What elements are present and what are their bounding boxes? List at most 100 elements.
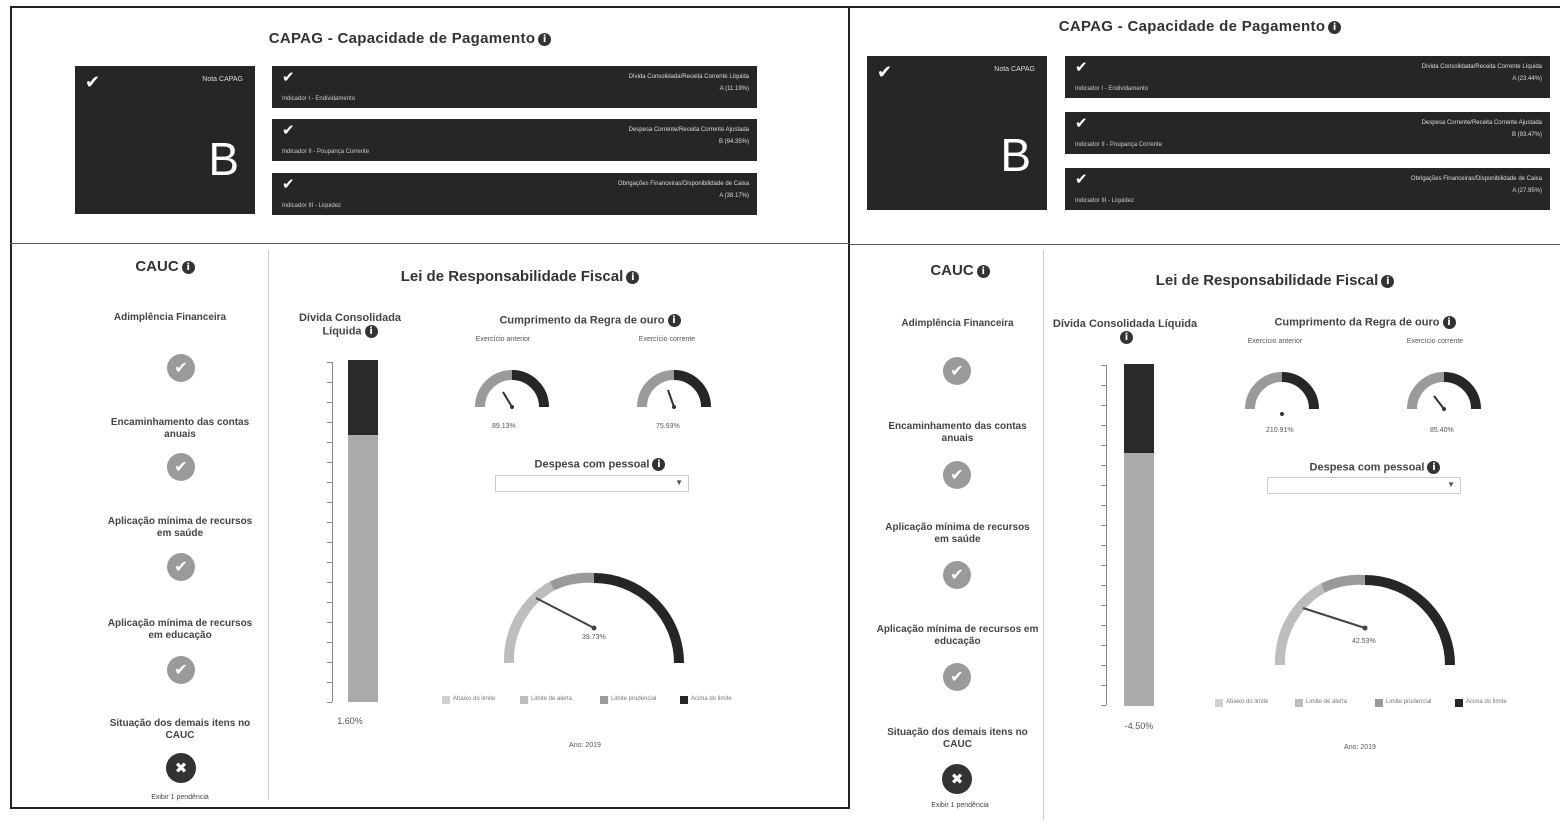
frame-left xyxy=(10,6,12,809)
check-icon: ✔ xyxy=(282,68,295,86)
y-axis-tick xyxy=(327,622,332,623)
check-circle-icon: ✔ xyxy=(943,461,971,489)
indicator-card[interactable]: ✔ Indicador III - Liquidez Obrigações Fi… xyxy=(272,173,757,215)
regra-ouro-title: Cumprimento da Regra de ouro i xyxy=(1245,316,1485,329)
y-axis-tick xyxy=(327,642,332,643)
cauc-item-label: Encaminhamento das contas anuais xyxy=(110,417,250,440)
exercicio-corrente-label: Exercício corrente xyxy=(1406,338,1464,345)
y-axis-tick xyxy=(327,502,332,503)
check-circle-icon: ✔ xyxy=(167,354,195,382)
exercicio-anterior-label: Exercício anterior xyxy=(475,336,531,343)
indicator-desc: Obrigações Financeiras/Disponibilidade d… xyxy=(617,181,749,187)
legend-acima: Acima do limite xyxy=(680,696,732,704)
check-circle-icon: ✔ xyxy=(167,553,195,581)
y-axis xyxy=(332,362,333,702)
check-icon: ✔ xyxy=(85,72,101,93)
legend-alerta: Limite de alerta xyxy=(1295,699,1347,707)
ano-label: Ano: 2019 xyxy=(569,742,601,749)
divida-bar-top xyxy=(348,360,378,435)
y-axis-tick xyxy=(327,522,332,523)
check-icon: ✔ xyxy=(877,62,893,83)
indicator-name: Indicador I - Endividamento xyxy=(1075,86,1149,92)
legend-abaixo: Abaixo do limite xyxy=(442,696,495,704)
indicator-desc: Obrigações Financeiras/Disponibilidade d… xyxy=(1410,176,1542,182)
cauc-item-label: Situação dos demais itens no CAUC xyxy=(109,718,251,741)
pendencia-link[interactable]: Exibir 1 pendência xyxy=(931,802,989,809)
y-axis-tick xyxy=(327,702,332,703)
cauc-title: CAUC i xyxy=(895,262,1025,279)
despesa-gauge-value: 42.53% xyxy=(1352,638,1376,645)
indicator-name: Indicador II - Poupança Corrente xyxy=(1075,142,1163,148)
indicator-name: Indicador I - Endividamento xyxy=(282,96,356,102)
divida-bar xyxy=(1124,364,1154,706)
y-axis-tick xyxy=(1101,425,1106,426)
info-icon[interactable]: i xyxy=(1120,331,1133,344)
cauc-item-label: Aplicação mínima de recursos em saúde xyxy=(107,516,253,539)
check-circle-icon: ✔ xyxy=(943,663,971,691)
info-icon[interactable]: i xyxy=(1427,461,1441,474)
divida-pct: -4.50% xyxy=(1124,721,1154,731)
frame-top xyxy=(850,6,1560,8)
indicator-card[interactable]: ✔ Indicador III - Liquidez Obrigações Fi… xyxy=(1065,168,1550,210)
check-icon: ✔ xyxy=(1075,58,1088,76)
y-axis-tick xyxy=(1101,625,1106,626)
ano-label: Ano: 2019 xyxy=(1344,744,1376,751)
info-icon[interactable]: i xyxy=(1381,274,1395,288)
y-axis-tick xyxy=(327,662,332,663)
info-icon[interactable]: i xyxy=(1442,316,1456,329)
exercicio-anterior-label: Exercício anterior xyxy=(1247,338,1303,345)
y-axis-tick xyxy=(1101,705,1106,706)
divida-bar xyxy=(348,360,378,702)
despesa-select[interactable]: ▼ xyxy=(495,475,689,492)
info-icon[interactable]: i xyxy=(626,270,640,284)
dashboard-panel-left: CAPAG - Capacidade de Pagamento i ✔ Nota … xyxy=(10,6,850,809)
gauge-exercicio-anterior xyxy=(475,370,549,409)
cauc-item-label: Situação dos demais itens no CAUC xyxy=(887,727,1028,750)
y-axis-tick xyxy=(327,682,332,683)
check-icon: ✔ xyxy=(1075,114,1088,132)
indicator-card[interactable]: ✔ Indicador I - Endividamento Dívida Con… xyxy=(1065,56,1550,98)
cauc-item-label: Aplicação mínima de recursos em educação xyxy=(107,618,253,641)
frame-bottom xyxy=(10,807,850,809)
legend-prudencial: Limite prudencial xyxy=(1375,699,1431,707)
check-circle-icon: ✔ xyxy=(943,357,971,385)
indicator-card[interactable]: ✔ Indicador II - Poupança Corrente Despe… xyxy=(272,119,757,161)
column-divider xyxy=(1043,250,1044,820)
indicator-desc: Despesa Corrente/Receita Corrente Ajusta… xyxy=(628,127,749,133)
capag-title: CAPAG - Capacidade de Pagamento i xyxy=(200,30,620,47)
info-icon[interactable]: i xyxy=(652,458,666,471)
y-axis-tick xyxy=(327,562,332,563)
despesa-pessoal-title: Despesa com pessoal i xyxy=(500,458,700,471)
info-icon[interactable]: i xyxy=(976,264,990,278)
y-axis xyxy=(1106,365,1107,705)
gauge-exercicio-anterior xyxy=(1245,372,1319,416)
nota-capag-grade: B xyxy=(1000,129,1031,181)
y-axis-tick xyxy=(1101,385,1106,386)
info-icon[interactable]: i xyxy=(667,314,681,327)
y-axis-tick xyxy=(1101,585,1106,586)
legend-prudencial: Limite prudencial xyxy=(600,696,656,704)
indicator-card[interactable]: ✔ Indicador II - Poupança Corrente Despe… xyxy=(1065,112,1550,154)
y-axis-tick xyxy=(1101,605,1106,606)
cauc-item-label: Aplicação mínima de recursos em educação xyxy=(876,624,1039,647)
y-axis-tick xyxy=(327,582,332,583)
info-icon[interactable]: i xyxy=(1328,20,1342,34)
check-icon: ✔ xyxy=(282,175,295,193)
despesa-select[interactable]: ▼ xyxy=(1267,477,1461,494)
y-axis-tick xyxy=(327,382,332,383)
pendencia-link[interactable]: Exibir 1 pendência xyxy=(151,794,209,801)
dashboard-panel-right: CAPAG - Capacidade de Pagamento i ✔ Nota … xyxy=(850,0,1560,829)
info-icon[interactable]: i xyxy=(364,325,378,338)
indicator-name: Indicador II - Poupança Corrente xyxy=(282,149,370,155)
info-icon[interactable]: i xyxy=(538,32,552,46)
indicator-name: Indicador III - Liquidez xyxy=(1075,198,1135,204)
info-icon[interactable]: i xyxy=(181,260,195,274)
indicator-card[interactable]: ✔ Indicador I - Endividamento Dívida Con… xyxy=(272,66,757,108)
y-axis-tick xyxy=(327,542,332,543)
y-axis-tick xyxy=(1101,565,1106,566)
check-icon: ✔ xyxy=(1075,170,1088,188)
gauge-exercicio-corrente xyxy=(1407,372,1481,411)
despesa-gauge-value: 39.73% xyxy=(582,634,606,641)
y-axis-tick xyxy=(1101,645,1106,646)
